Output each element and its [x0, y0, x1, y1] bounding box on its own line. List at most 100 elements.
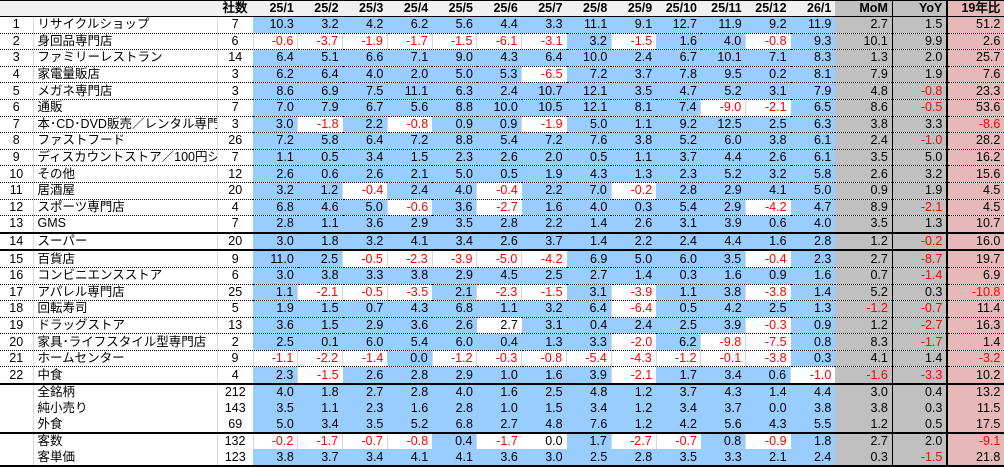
month-value: 5.0: [253, 416, 298, 434]
month-value: 9.2: [745, 16, 791, 34]
month-value: 4.6: [297, 199, 343, 217]
yoy-value: -0.2: [891, 232, 948, 252]
month-value: -0.8: [386, 116, 433, 134]
table-row: 純小売り 143 3.5 1.1 2.3 1.6 2.8 1.0 1.5 3.4 1.2 3.4 3.7…: [0, 400, 1004, 417]
month-value: 3.4: [432, 232, 477, 252]
month-value: 4.7: [656, 82, 701, 100]
month-value: 2.5: [566, 449, 612, 467]
vs2019-value: -9.1: [946, 432, 1004, 450]
company-count: 7: [216, 16, 253, 34]
month-value: 2.0: [521, 149, 567, 167]
month-value: 1.3: [521, 333, 567, 351]
month-value: 0.9: [790, 317, 836, 335]
month-value: 2.3: [253, 366, 298, 386]
category-name: 家電量販店: [32, 66, 217, 84]
month-value: 3.4: [700, 366, 746, 386]
table-row: 17 アパレル専門店 25 1.1 -2.1 -0.5 -3.5 2.1 -2.3 -1.5 3.1…: [0, 284, 1004, 302]
month-value: 5.0: [611, 250, 657, 268]
month-value: 5.6: [700, 416, 746, 434]
month-value: 3.8: [611, 132, 657, 150]
month-value: 7.9: [297, 99, 343, 117]
row-number: [0, 384, 33, 401]
month-value: -3.9: [431, 250, 477, 268]
month-value: 3.3: [700, 449, 746, 467]
month-value: 2.8: [387, 366, 433, 386]
month-value: 10.7: [521, 82, 567, 100]
table-row: 18 回転寿司 5 1.9 1.5 0.7 4.3 6.8 1.1 3.2 6.4 -6.4 0.5 4.…: [0, 300, 1004, 318]
month-value: 1.7: [566, 432, 612, 450]
mom-value: 4.1: [835, 350, 893, 368]
month-value: -1.1: [252, 350, 298, 368]
month-value: -0.4: [476, 182, 522, 200]
header-month: 25/11: [700, 0, 746, 17]
month-value: 2.8: [253, 215, 298, 234]
table-row: 20 家具･ライフスタイル型専門店 2 2.5 0.1 6.0 5.4 6.0 0.4 1.3 3.…: [0, 333, 1004, 351]
row-number: 18: [0, 300, 33, 318]
company-count: 123: [216, 449, 253, 467]
month-value: 1.5: [297, 317, 343, 335]
month-value: -7.5: [745, 333, 791, 351]
table-row: 外食 69 5.0 3.4 3.5 5.2 6.8 2.7 4.8 7.6 1.2 4.2 5.6 4.3…: [0, 416, 1004, 434]
month-value: 1.6: [476, 384, 522, 401]
month-value: -4.2: [745, 199, 791, 217]
month-value: 4.4: [700, 232, 746, 252]
month-value: 10.0: [476, 99, 522, 117]
month-value: 0.5: [476, 165, 522, 183]
month-value: -3.8: [745, 284, 791, 302]
row-number: 4: [0, 66, 33, 84]
month-value: 5.2: [656, 132, 701, 150]
month-value: 0.3: [656, 267, 701, 285]
month-value: 0.6: [297, 165, 343, 183]
yoy-value: -1.4: [891, 267, 948, 285]
month-value: 3.7: [521, 232, 567, 252]
month-value: 3.5: [700, 250, 746, 268]
vs2019-value: 28.2: [946, 132, 1004, 150]
month-value: 1.4: [745, 384, 791, 401]
month-value: 2.5: [745, 300, 791, 318]
month-value: 2.5: [297, 250, 343, 268]
month-value: 2.9: [387, 215, 433, 234]
month-value: 1.4: [566, 232, 612, 252]
yoy-value: -1.0: [891, 132, 948, 150]
category-name: メガネ専門店: [32, 82, 217, 100]
month-value: 2.8: [432, 400, 477, 417]
month-value: -2.7: [610, 432, 657, 450]
month-value: -2.3: [386, 250, 433, 268]
vs2019-value: 19.7: [946, 250, 1004, 268]
month-value: 10.5: [521, 99, 567, 117]
month-value: 1.8: [790, 432, 836, 450]
month-value: 5.0: [790, 182, 836, 200]
company-count: 26: [216, 132, 253, 150]
month-value: 10.1: [700, 49, 746, 67]
month-value: 0.9: [476, 116, 522, 134]
month-value: 8.6: [253, 82, 298, 100]
company-count: 20: [216, 232, 253, 252]
header-month: 25/7: [521, 0, 567, 17]
month-value: 3.0: [253, 232, 298, 252]
month-value: 2.1: [745, 449, 791, 467]
month-value: 5.4: [476, 132, 522, 150]
month-value: 2.9: [342, 317, 388, 335]
mom-value: 7.9: [835, 66, 893, 84]
month-value: -1.5: [297, 366, 343, 386]
table-row: 6 通販 7 7.0 7.9 6.7 5.6 8.8 10.0 10.5 12.1 8.1 7.4 -9.…: [0, 99, 1004, 117]
mom-value: 3.8: [835, 116, 893, 134]
month-value: -0.9: [745, 432, 791, 450]
month-value: 9.5: [700, 66, 746, 84]
month-value: 4.0: [432, 182, 477, 200]
month-value: 5.8: [790, 165, 836, 183]
yoy-value: -0.5: [891, 99, 948, 117]
month-value: 0.6: [745, 215, 791, 234]
row-number: 5: [0, 82, 33, 100]
month-value: 4.0: [253, 384, 298, 401]
month-value: 2.0: [387, 66, 433, 84]
month-value: -0.3: [476, 350, 522, 368]
month-value: 4.0: [566, 199, 612, 217]
vs2019-value: 13.2: [946, 384, 1004, 401]
month-value: 6.1: [790, 132, 836, 150]
month-value: 2.4: [656, 232, 701, 252]
month-value: 4.1: [432, 449, 477, 467]
yoy-value: -2.1: [891, 199, 948, 217]
month-value: 6.9: [566, 250, 612, 268]
company-count: 212: [216, 384, 253, 401]
